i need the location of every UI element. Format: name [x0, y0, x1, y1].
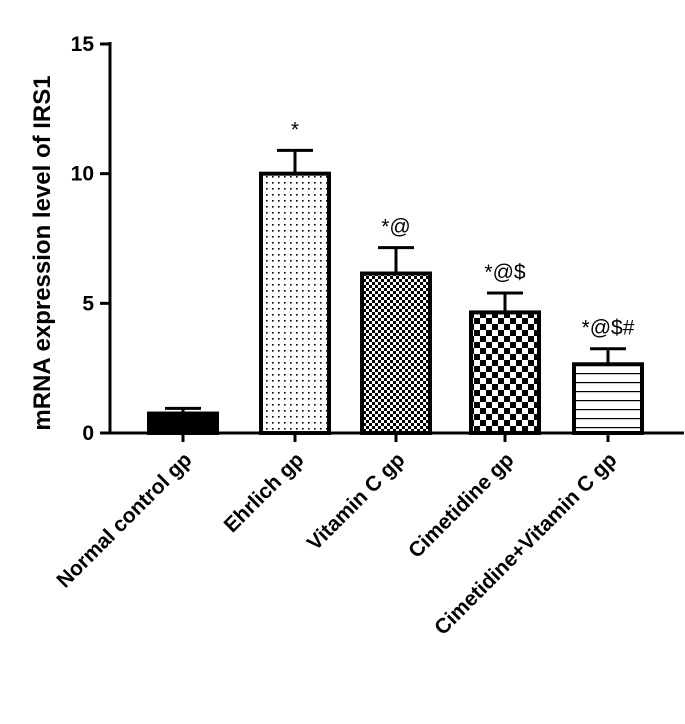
- x-tick-label-normal-control-gp: Normal control gp: [52, 448, 196, 592]
- annotation-cimetidine-gp: *@$: [484, 261, 525, 284]
- x-tick-label-cimetidine-vitamin-c-gp: Cimetidine+Vitamin C gp: [430, 448, 621, 639]
- bar-cimetidine-vitamin-c-gp: [572, 362, 644, 436]
- bar-cimetidine-gp: [469, 310, 541, 435]
- bar-ehrlich-gp: [259, 171, 331, 436]
- bar-normal-control-gp: [147, 411, 219, 435]
- bar-vitamin-c-gp: [360, 271, 432, 436]
- chart-marks: * *@ *@$ *@$#: [147, 118, 644, 436]
- y-tick-label-15: 15: [71, 33, 95, 56]
- y-tick-label-0: 0: [82, 422, 94, 445]
- x-tick-label-vitamin-c-gp: Vitamin C gp: [303, 448, 410, 555]
- y-tick-label-10: 10: [71, 163, 94, 186]
- y-axis-label: mRNA expression level of IRS1: [29, 75, 56, 430]
- y-tick-label-5: 5: [82, 292, 94, 315]
- x-tick-label-cimetidine-gp: Cimetidine gp: [404, 448, 518, 562]
- annotation-ehrlich-gp: *: [291, 118, 299, 141]
- annotation-vitamin-c-gp: *@: [381, 216, 411, 239]
- x-tick-label-ehrlich-gp: Ehrlich gp: [220, 448, 309, 537]
- annotation-cimetidine-vitamin-c-gp: *@$#: [582, 317, 635, 340]
